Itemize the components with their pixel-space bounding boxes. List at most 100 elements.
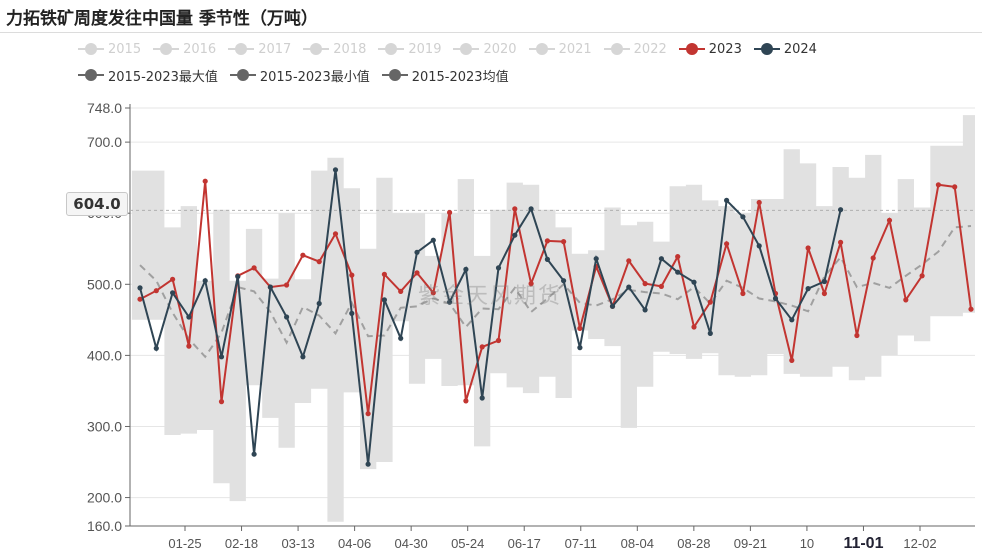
data-point-2023 bbox=[707, 299, 713, 305]
data-point-2024 bbox=[838, 207, 844, 213]
title-divider bbox=[0, 32, 982, 33]
y-tick-label: 300.0 bbox=[87, 418, 122, 434]
data-point-2023 bbox=[414, 270, 420, 276]
data-point-2024 bbox=[821, 278, 828, 285]
legend-line-marker-icon bbox=[229, 69, 256, 81]
legend-item-2015-2023-[interactable]: 2015-2023最小值 bbox=[229, 66, 370, 85]
x-tick-label: 08-04 bbox=[621, 536, 654, 551]
data-point-2024 bbox=[202, 278, 208, 284]
data-point-2023 bbox=[952, 184, 958, 190]
data-point-2023 bbox=[724, 241, 730, 247]
data-point-2023 bbox=[626, 258, 632, 264]
data-point-2023 bbox=[903, 297, 909, 303]
legend-item-2017[interactable]: 2017 bbox=[228, 42, 291, 57]
data-point-2024 bbox=[463, 266, 469, 272]
legend-item-label: 2015-2023均值 bbox=[411, 69, 509, 85]
data-point-2024 bbox=[626, 284, 632, 290]
data-point-2023 bbox=[381, 271, 387, 277]
legend: 2015 2016 2017 2018 2019 2020 2021 2022 2023 2024… bbox=[78, 36, 958, 88]
data-point-2024 bbox=[137, 285, 143, 291]
legend-line-marker-icon bbox=[603, 43, 630, 55]
y-tick-label: 200.0 bbox=[87, 490, 122, 506]
legend-row-years: 2015 2016 2017 2018 2019 2020 2021 2022 2023 2024 bbox=[78, 36, 958, 62]
x-tick-label: 02-18 bbox=[225, 536, 258, 551]
x-tick-label: 04-30 bbox=[395, 536, 428, 551]
data-point-2024 bbox=[561, 278, 567, 284]
y-tick-label: 748.0 bbox=[87, 100, 122, 116]
data-point-2023 bbox=[251, 265, 257, 271]
x-tick-label: 04-06 bbox=[338, 536, 371, 551]
data-point-2023 bbox=[935, 182, 942, 188]
legend-item-label: 2021 bbox=[558, 41, 592, 57]
legend-item-label: 2024 bbox=[783, 41, 817, 57]
data-point-2023 bbox=[642, 281, 648, 287]
legend-item-2016[interactable]: 2016 bbox=[153, 42, 216, 57]
legend-row-stats: 2015-2023最大值 2015-2023最小值 2015-2023均值 bbox=[78, 62, 958, 88]
data-point-2023 bbox=[756, 199, 762, 206]
data-point-2023 bbox=[495, 337, 502, 344]
data-point-2023 bbox=[349, 272, 355, 278]
data-point-2024 bbox=[414, 249, 420, 255]
data-point-2023 bbox=[218, 399, 225, 405]
data-point-2023 bbox=[153, 288, 159, 294]
data-point-2024 bbox=[805, 286, 811, 292]
data-point-2024 bbox=[658, 256, 665, 262]
data-point-2023 bbox=[316, 259, 322, 265]
series-line-2024 bbox=[139, 169, 842, 465]
legend-item-2018[interactable]: 2018 bbox=[303, 42, 366, 57]
x-tick-label: 12-02 bbox=[903, 536, 936, 551]
legend-item-2020[interactable]: 2020 bbox=[453, 41, 517, 57]
data-point-2023 bbox=[919, 273, 925, 279]
data-point-2023 bbox=[838, 239, 844, 245]
data-point-2024 bbox=[528, 206, 534, 212]
data-point-2024 bbox=[642, 307, 648, 313]
legend-item-2015-2023-[interactable]: 2015-2023最大值 bbox=[78, 66, 218, 85]
data-point-2024 bbox=[300, 354, 306, 360]
data-point-2023 bbox=[886, 217, 893, 223]
data-point-2023 bbox=[300, 252, 306, 258]
legend-line-marker-icon bbox=[78, 69, 104, 81]
data-point-2024 bbox=[251, 451, 257, 457]
legend-line-marker-icon bbox=[228, 43, 255, 55]
x-tick-label: 01-25 bbox=[168, 536, 201, 551]
watermark-text: 紫金天风期货 bbox=[418, 284, 563, 309]
data-point-2023 bbox=[544, 238, 551, 244]
legend-item-2015[interactable]: 2015 bbox=[78, 42, 141, 57]
data-point-2024 bbox=[724, 197, 730, 203]
legend-line-marker-icon bbox=[678, 43, 705, 55]
legend-line-marker-icon bbox=[528, 43, 555, 55]
legend-item-2015-2023-[interactable]: 2015-2023均值 bbox=[381, 66, 509, 85]
data-point-2023 bbox=[332, 231, 339, 237]
legend-item-2023[interactable]: 2023 bbox=[678, 42, 742, 57]
data-point-2024 bbox=[267, 284, 273, 290]
data-point-2023 bbox=[137, 296, 143, 302]
legend-item-label: 2015-2023最大值 bbox=[108, 69, 218, 85]
y-tick-label: 700.0 bbox=[87, 134, 122, 150]
data-point-2024 bbox=[740, 214, 746, 220]
data-point-2023 bbox=[805, 245, 811, 251]
chart-title: 力拓铁矿周度发往中国量 季节性（万吨） bbox=[6, 9, 318, 29]
data-point-2023 bbox=[675, 254, 681, 260]
y-tick-label: 400.0 bbox=[87, 347, 122, 363]
legend-item-2019[interactable]: 2019 bbox=[378, 42, 441, 57]
data-point-2023 bbox=[577, 325, 583, 331]
data-point-2023 bbox=[789, 357, 795, 363]
x-tick-label: 05-24 bbox=[451, 536, 484, 551]
x-tick-label: 11-01 bbox=[843, 535, 883, 552]
data-point-2024 bbox=[153, 345, 159, 351]
x-tick-label: 06-17 bbox=[508, 536, 541, 551]
data-point-2023 bbox=[398, 288, 404, 294]
data-point-2023 bbox=[365, 411, 371, 417]
data-point-2023 bbox=[528, 281, 534, 287]
x-tick-label: 09-21 bbox=[734, 536, 767, 551]
y-tick-label: 500.0 bbox=[87, 276, 122, 292]
legend-item-label: 2019 bbox=[408, 41, 442, 57]
data-point-2024 bbox=[544, 256, 551, 262]
data-point-2024 bbox=[170, 290, 176, 296]
legend-item-label: 2020 bbox=[483, 41, 517, 57]
legend-line-marker-icon bbox=[378, 43, 405, 55]
legend-item-2024[interactable]: 2024 bbox=[753, 41, 817, 57]
legend-item-2021[interactable]: 2021 bbox=[528, 41, 592, 57]
legend-item-2022[interactable]: 2022 bbox=[603, 42, 667, 57]
